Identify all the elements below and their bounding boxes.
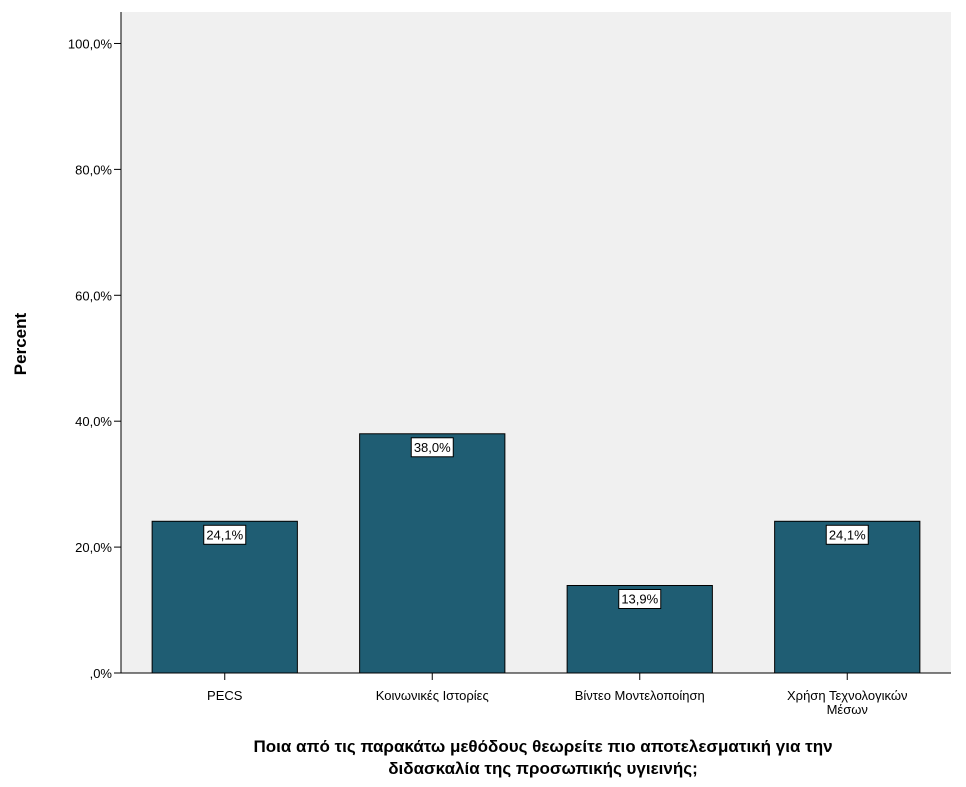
x-tick-label: Μέσων	[827, 702, 868, 717]
y-tick-label: 40,0%	[75, 414, 112, 429]
data-label: 24,1%	[829, 527, 866, 542]
data-label: 13,9%	[621, 591, 658, 606]
data-label-box	[825, 524, 869, 545]
data-label: 38,0%	[414, 440, 451, 455]
x-axis-title-line: Ποια από τις παρακάτω μεθόδους θεωρείτε …	[253, 737, 832, 756]
y-tick-label: 60,0%	[75, 288, 112, 303]
x-tick-label: Κοινωνικές Ιστορίες	[376, 688, 489, 703]
data-label-box	[410, 437, 454, 458]
bars: 24,1% 38,0% 13,9% 24,1%	[151, 433, 921, 674]
y-tick-label: 80,0%	[75, 162, 112, 177]
x-tick-label: Χρήση Τεχνολογικών	[787, 688, 907, 703]
bar	[151, 520, 298, 674]
x-axis-ticks: PECS Κοινωνικές Ιστορίες Βίντεο Μοντελοποί…	[207, 673, 907, 717]
bar	[359, 433, 506, 674]
data-label-box	[618, 588, 662, 609]
y-axis-title: Percent	[11, 312, 30, 375]
x-tick-label: Βίντεο Μοντελοποίηση	[575, 688, 705, 703]
bar	[774, 520, 921, 674]
data-label-box	[203, 524, 247, 545]
x-axis-title: Ποια από τις παρακάτω μεθόδους θεωρείτε …	[253, 737, 832, 778]
x-tick-label: PECS	[207, 688, 243, 703]
data-label: 24,1%	[206, 527, 243, 542]
y-tick-label: 20,0%	[75, 540, 112, 555]
y-tick-label: ,0%	[90, 666, 113, 681]
x-axis-title-line: διδασκαλία της προσωπικής υγιεινής;	[388, 759, 697, 778]
y-tick-label: 100,0%	[68, 36, 113, 51]
y-axis-ticks: ,0% 20,0% 40,0% 60,0% 80,0% 100,0%	[68, 36, 121, 681]
